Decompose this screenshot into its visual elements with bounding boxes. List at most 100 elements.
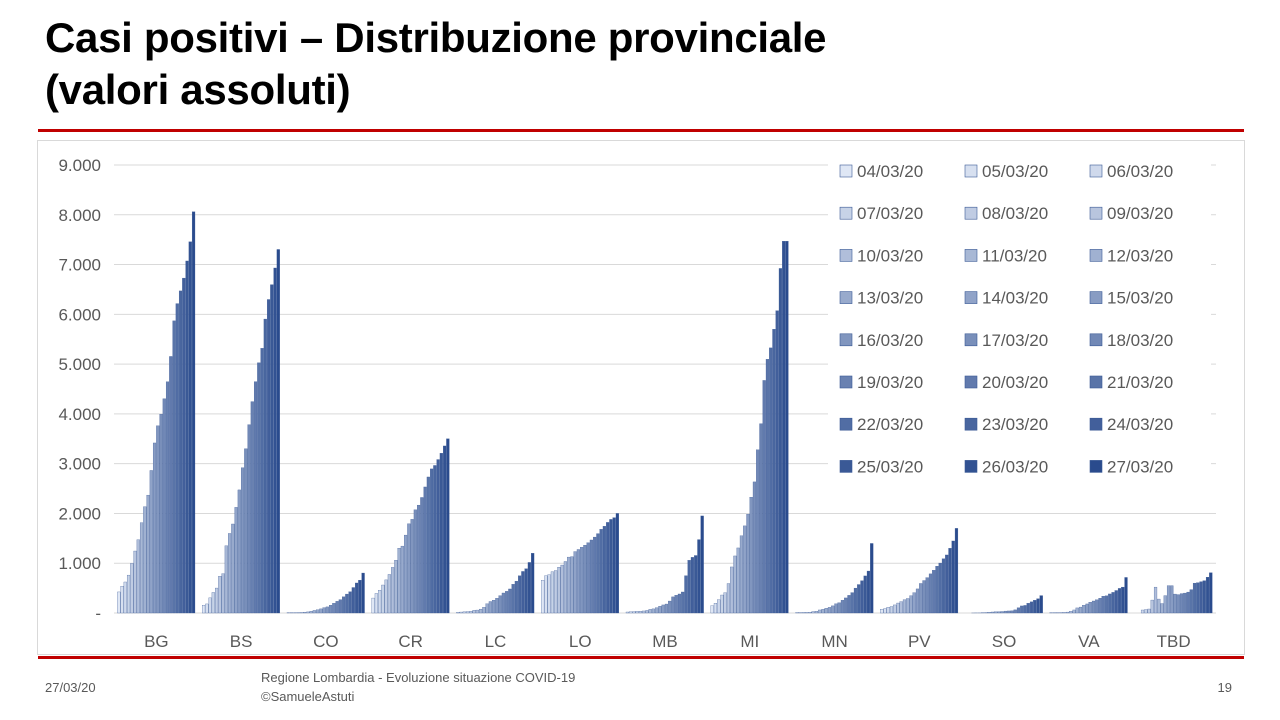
legend-label: 05/03/20	[982, 162, 1048, 181]
bar-PV-09/03/20	[896, 602, 900, 614]
bar-BG-19/03/20	[165, 381, 170, 614]
legend-label: 18/03/20	[1107, 331, 1173, 350]
bar-TBD-08/03/20	[1147, 608, 1151, 614]
bar-MN-07/03/20	[805, 612, 809, 614]
legend-swatch	[964, 417, 978, 431]
bar-MB-08/03/20	[638, 611, 642, 614]
bar-VA-27/03/20	[1124, 577, 1128, 614]
bar-BS-19/03/20	[250, 401, 254, 614]
bar-VA-09/03/20	[1065, 611, 1070, 614]
legend-label: 10/03/20	[857, 246, 923, 265]
y-tick-label: 2.000	[58, 504, 101, 523]
bar-LC-24/03/20	[521, 571, 525, 614]
bar-CR-22/03/20	[430, 468, 434, 614]
bar-PV-10/03/20	[899, 601, 903, 614]
bar-MN-15/03/20	[831, 605, 835, 614]
legend-swatch	[1089, 417, 1103, 431]
x-category-label: PV	[908, 632, 931, 651]
bar-BG-15/03/20	[152, 442, 157, 614]
bar-TBD-25/03/20	[1202, 580, 1206, 614]
bar-BS-15/03/20	[237, 489, 241, 614]
bar-BG-20/03/20	[169, 356, 173, 614]
bar-PV-26/03/20	[951, 540, 955, 614]
bar-MB-09/03/20	[642, 610, 646, 614]
bar-LC-06/03/20	[462, 611, 466, 614]
bar-TBD-21/03/20	[1189, 589, 1193, 614]
bar-TBD-14/03/20	[1166, 585, 1171, 614]
legend-swatch	[1089, 164, 1103, 178]
bar-BG-25/03/20	[185, 260, 189, 614]
bar-CR-05/03/20	[374, 593, 378, 614]
bar-MI-11/03/20	[733, 555, 737, 614]
bar-MI-20/03/20	[762, 380, 766, 614]
x-category-label: VA	[1078, 632, 1100, 651]
bar-LO-07/03/20	[550, 571, 554, 614]
bar-MN-09/03/20	[811, 611, 815, 614]
legend-swatch	[839, 206, 853, 220]
bar-BS-08/03/20	[215, 587, 219, 614]
chart-frame: - 1.000 2.000 3.000 4.000 5.000 6.000 7.000 8.00…	[37, 140, 1245, 655]
bar-BS-25/03/20	[270, 284, 274, 614]
bar-TBD-23/03/20	[1196, 582, 1200, 614]
bar-CR-23/03/20	[433, 465, 437, 614]
bar-BS-06/03/20	[208, 597, 212, 614]
bar-MN-05/03/20	[798, 612, 802, 614]
bar-LO-10/03/20	[560, 564, 564, 614]
bar-LO-20/03/20	[593, 536, 597, 614]
legend-label: 15/03/20	[1107, 289, 1173, 308]
bar-CR-11/03/20	[394, 560, 398, 614]
bar-MB-10/03/20	[645, 610, 649, 614]
bar-CO-26/03/20	[358, 579, 362, 614]
bar-MB-04/03/20	[625, 611, 630, 614]
legend-label: 26/03/20	[982, 457, 1048, 476]
bar-MI-16/03/20	[749, 497, 753, 614]
bar-CO-13/03/20	[316, 609, 320, 614]
bar-BG-21/03/20	[172, 320, 176, 614]
bar-MB-20/03/20	[677, 593, 681, 614]
bar-TBD-12/03/20	[1160, 603, 1164, 614]
bar-BG-11/03/20	[139, 522, 144, 614]
bar-MB-21/03/20	[681, 591, 685, 614]
y-tick-label: 8.000	[58, 206, 101, 225]
legend-label: 25/03/20	[857, 457, 923, 476]
bar-BG-22/03/20	[175, 303, 179, 614]
bar-BS-04/03/20	[202, 605, 206, 614]
bar-CR-09/03/20	[387, 574, 391, 614]
bar-LO-18/03/20	[586, 542, 590, 614]
bar-BG-24/03/20	[182, 277, 186, 614]
bar-VA-08/03/20	[1062, 612, 1066, 614]
bar-LO-24/03/20	[606, 522, 610, 614]
bar-LC-16/03/20	[495, 598, 499, 614]
bar-MN-26/03/20	[866, 570, 871, 614]
bar-LC-15/03/20	[492, 600, 496, 614]
legend-swatch	[839, 375, 853, 389]
bar-LO-17/03/20	[583, 545, 587, 614]
bar-LO-13/03/20	[570, 556, 574, 614]
x-category-label: MN	[821, 632, 847, 651]
bar-LC-10/03/20	[475, 609, 479, 614]
bar-CO-08/03/20	[299, 612, 303, 614]
legend-swatch	[839, 460, 853, 473]
y-tick-label: 3.000	[58, 455, 101, 474]
bar-SO-21/03/20	[1020, 605, 1024, 614]
legend-swatch	[964, 460, 978, 473]
footer-source: Regione Lombardia - Evoluzione situazion…	[261, 668, 575, 706]
bar-CO-25/03/20	[355, 582, 359, 614]
bar-LO-05/03/20	[544, 575, 548, 614]
legend-label: 09/03/20	[1107, 204, 1173, 223]
bar-CO-18/03/20	[332, 603, 336, 614]
bar-BS-11/03/20	[224, 545, 228, 614]
bar-MI-17/03/20	[752, 481, 757, 614]
bar-SO-20/03/20	[1016, 607, 1021, 614]
bar-LC-04/03/20	[456, 612, 460, 614]
bar-PV-18/03/20	[925, 577, 929, 614]
legend-swatch	[964, 291, 978, 304]
bar-CO-15/03/20	[322, 607, 326, 614]
bar-MB-12/03/20	[651, 608, 655, 614]
bar-VA-25/03/20	[1117, 588, 1122, 614]
x-category-label: LC	[485, 632, 507, 651]
legend-label: 24/03/20	[1107, 415, 1173, 434]
bar-MN-27/03/20	[870, 543, 874, 614]
bar-VA-22/03/20	[1108, 593, 1112, 614]
bar-BG-12/03/20	[143, 506, 147, 614]
